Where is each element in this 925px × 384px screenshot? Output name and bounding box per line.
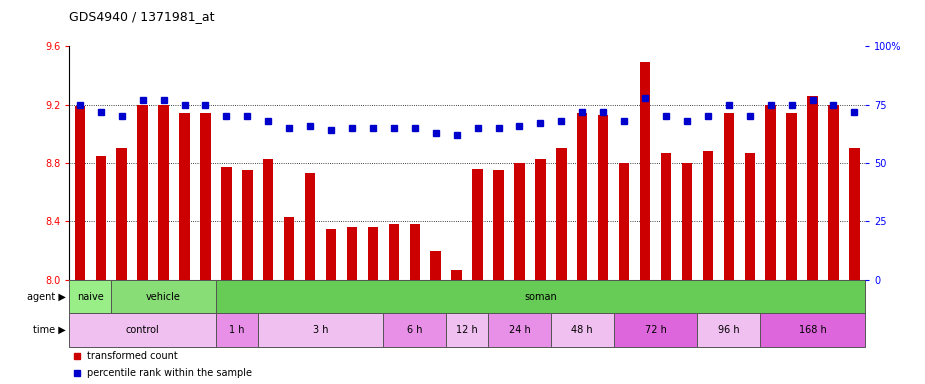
Text: vehicle: vehicle <box>146 291 181 302</box>
Bar <box>117 148 127 280</box>
Bar <box>383 313 446 347</box>
Bar <box>723 113 734 280</box>
Bar <box>326 229 337 280</box>
Bar <box>551 313 613 347</box>
Text: naive: naive <box>77 291 104 302</box>
Bar <box>556 148 566 280</box>
Bar <box>493 170 504 280</box>
Bar <box>660 153 672 280</box>
Text: 6 h: 6 h <box>407 325 423 335</box>
Bar <box>158 104 168 280</box>
Text: 24 h: 24 h <box>509 325 530 335</box>
Text: transformed count: transformed count <box>87 351 178 361</box>
Text: soman: soman <box>524 291 557 302</box>
Bar <box>216 280 865 313</box>
Bar <box>640 62 650 280</box>
Bar <box>446 313 488 347</box>
Bar <box>410 224 420 280</box>
Bar <box>347 227 357 280</box>
Text: 168 h: 168 h <box>798 325 826 335</box>
Bar <box>258 313 383 347</box>
Bar <box>619 163 629 280</box>
Text: 12 h: 12 h <box>456 325 478 335</box>
Bar <box>216 313 258 347</box>
Bar <box>69 280 111 313</box>
Bar <box>263 159 274 280</box>
Bar <box>242 170 253 280</box>
Bar <box>473 169 483 280</box>
Bar <box>828 104 839 280</box>
Bar <box>75 106 85 280</box>
Bar <box>697 313 760 347</box>
Bar <box>613 313 697 347</box>
Bar <box>849 148 859 280</box>
Bar <box>430 251 441 280</box>
Bar <box>138 104 148 280</box>
Text: 3 h: 3 h <box>313 325 328 335</box>
Text: GDS4940 / 1371981_at: GDS4940 / 1371981_at <box>69 10 215 23</box>
Bar <box>703 151 713 280</box>
Bar <box>284 217 294 280</box>
Bar <box>808 96 818 280</box>
Bar <box>95 156 106 280</box>
Text: 72 h: 72 h <box>645 325 667 335</box>
Text: 96 h: 96 h <box>718 325 740 335</box>
Bar <box>745 153 755 280</box>
Bar <box>221 167 231 280</box>
Bar <box>368 227 378 280</box>
Bar <box>598 115 609 280</box>
Text: 48 h: 48 h <box>572 325 593 335</box>
Text: time ▶: time ▶ <box>32 325 66 335</box>
Bar <box>200 113 211 280</box>
Bar <box>179 113 190 280</box>
Text: percentile rank within the sample: percentile rank within the sample <box>87 368 252 378</box>
Bar <box>514 163 524 280</box>
Bar <box>536 159 546 280</box>
Bar <box>305 173 315 280</box>
Bar <box>766 104 776 280</box>
Text: 1 h: 1 h <box>229 325 244 335</box>
Text: control: control <box>126 325 159 335</box>
Bar <box>577 113 587 280</box>
Bar <box>488 313 551 347</box>
Bar <box>786 113 796 280</box>
Text: agent ▶: agent ▶ <box>27 291 66 302</box>
Bar <box>388 224 399 280</box>
Bar <box>682 163 692 280</box>
Bar <box>451 270 462 280</box>
Bar <box>69 313 216 347</box>
Bar <box>111 280 216 313</box>
Bar <box>760 313 865 347</box>
